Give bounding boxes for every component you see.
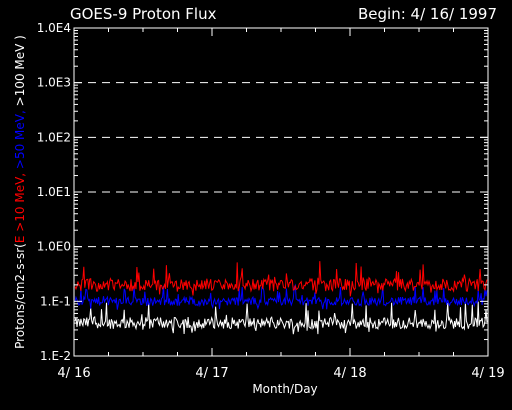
y-tick-label: 1.0E1	[37, 185, 71, 199]
y-tick-label: 1.E-2	[40, 349, 71, 363]
y-tick-label: 1.0E4	[37, 21, 71, 35]
y-axis-label-part: >50 MeV,	[13, 106, 27, 169]
x-axis-label: Month/Day	[252, 382, 317, 396]
axes: 1.E-2 1.E-1 1.0E0 1.0E1 1.0E2 1.0E3 1.0E4 4/ 16…	[37, 21, 505, 381]
y-tick-label: 1.E-1	[40, 294, 71, 308]
y-tick-label: 1.0E2	[37, 130, 71, 144]
series-line	[74, 301, 488, 335]
y-axis-label-part: E >10 MeV,	[13, 169, 27, 243]
chart-begin-date: Begin: 4/ 16/ 1997	[358, 5, 497, 23]
y-axis-label: Protons/cm2-s-sr(E >10 MeV, >50 MeV, >10…	[13, 35, 27, 349]
y-axis-label-part: >100 MeV )	[13, 35, 27, 106]
series-lines	[74, 261, 488, 335]
series-line	[74, 261, 488, 297]
x-tick-label: 4/ 16	[57, 366, 90, 381]
y-tick-label: 1.0E0	[37, 240, 71, 254]
chart-title: GOES-9 Proton Flux	[70, 5, 217, 23]
y-axis-label-part: Protons/cm2-s-sr(	[13, 243, 27, 349]
y-tick-label: 1.0E3	[37, 76, 71, 90]
x-tick-label: 4/ 17	[195, 366, 228, 381]
series-line	[74, 283, 488, 310]
x-tick-label: 4/ 19	[471, 366, 504, 381]
x-tick-label: 4/ 18	[333, 366, 366, 381]
